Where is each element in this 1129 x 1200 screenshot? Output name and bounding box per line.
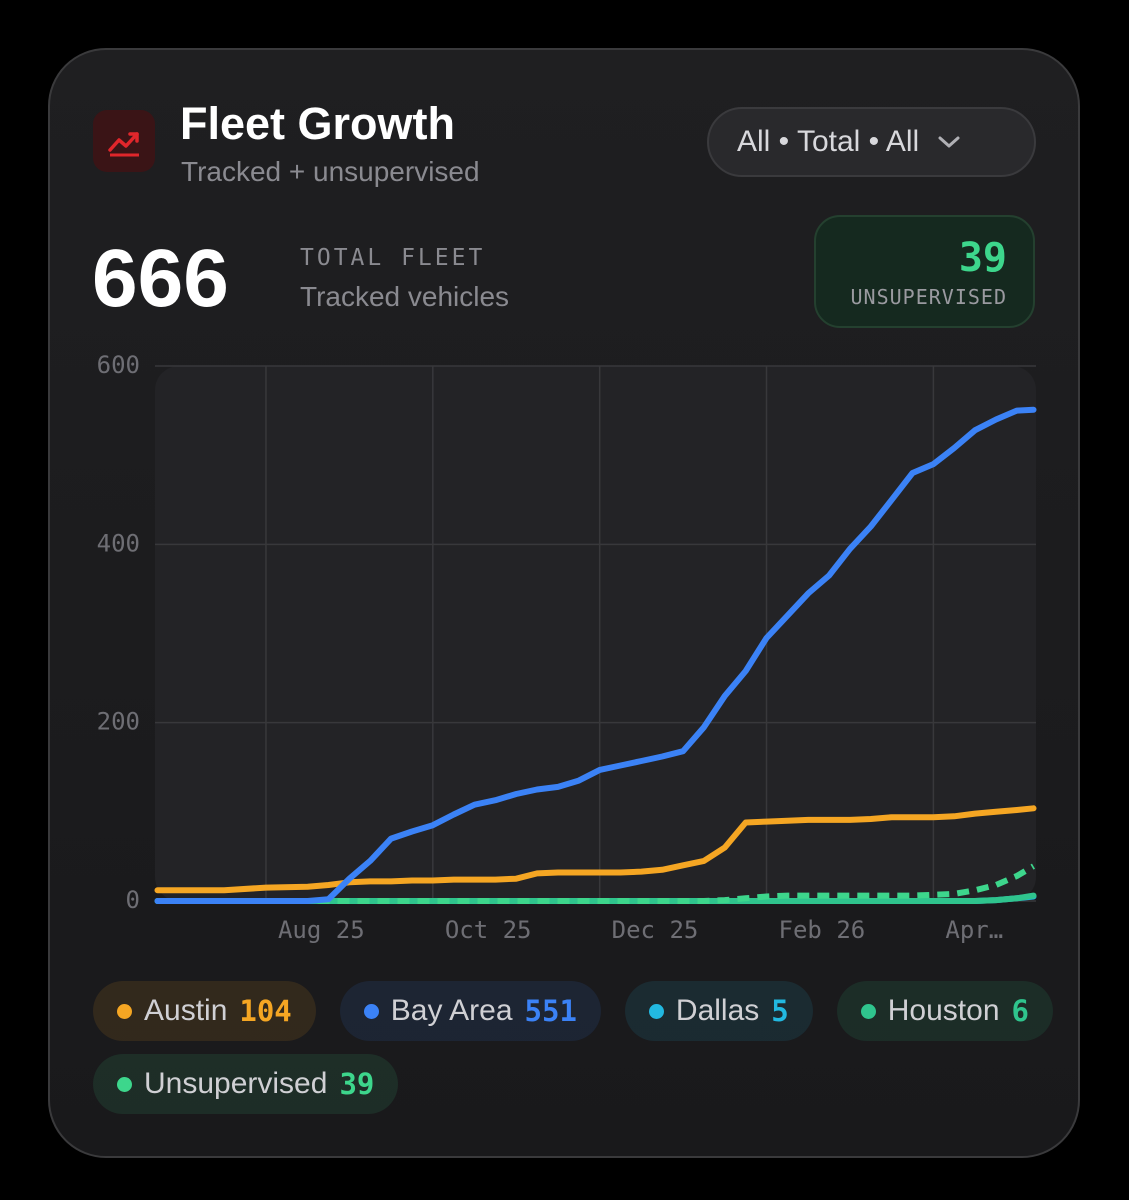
legend-count: 104 [239, 994, 292, 1028]
legend-dot [860, 1003, 876, 1019]
y-tick-label: 400 [97, 529, 140, 557]
icon [93, 110, 155, 172]
series-line [154, 406, 1037, 904]
legend-dot [117, 1003, 132, 1019]
legend-item: Bay Area 551 [339, 981, 601, 1041]
x-tick-label: Oct 25 [445, 916, 532, 944]
legend-name: Austin [144, 994, 228, 1027]
legend-count: 39 [339, 1067, 375, 1101]
series-line [157, 863, 1036, 904]
x-tick-label: Feb 26 [779, 916, 866, 944]
legend-count: 551 [524, 994, 577, 1028]
filter-label: All • Total • All [737, 125, 920, 158]
legend-item: Dallas 5 [624, 981, 813, 1041]
filter-dropdown[interactable]: All • Total • All [707, 107, 1036, 177]
legend-item: Houston 6 [836, 981, 1053, 1041]
legend-count: 6 [1011, 994, 1029, 1028]
legend-item: Austin 104 [93, 981, 316, 1041]
legend-count: 5 [771, 994, 789, 1028]
legend-dot [363, 1003, 379, 1019]
subtitle: Tracked + unsupervised [181, 156, 480, 187]
y-tick-label: 200 [97, 708, 140, 736]
icon-graphic [108, 132, 139, 157]
unsupervised-label: UNSUPERVISED [850, 285, 1007, 309]
legend-name: Bay Area [390, 994, 513, 1027]
chevron [938, 136, 960, 148]
total-value: 666 [92, 233, 229, 324]
x-tick-label: Aug 25 [278, 916, 365, 944]
x-tick-label: Dec 25 [612, 916, 699, 944]
x-tick-label: Apr… [945, 916, 1003, 944]
unsupervised-card: 39 UNSUPERVISED [814, 215, 1035, 328]
legend-name: Unsupervised [144, 1067, 328, 1100]
plot-area [155, 366, 1036, 901]
total-label: TOTAL FLEET [300, 245, 486, 271]
y-tick-label: 0 [126, 886, 140, 914]
legend-dot [117, 1076, 132, 1092]
legend-name: Houston [887, 994, 1000, 1027]
total-caption: Tracked vehicles [300, 281, 510, 312]
legend: Austin 104 Bay Area 551 Dallas 5 Houston 6 Unsup… [93, 981, 1053, 1114]
unsupervised-value: 39 [958, 235, 1007, 281]
legend-item: Unsupervised 39 [93, 1054, 399, 1114]
series-line [154, 805, 1037, 894]
title: Fleet Growth [180, 98, 456, 149]
y-tick-label: 600 [97, 351, 140, 379]
legend-dot [648, 1003, 664, 1019]
legend-name: Dallas [675, 994, 760, 1027]
chart: 0 200 400 600 Aug 25 Oct 25 Dec 25 Feb 26 Apr… [97, 351, 1037, 944]
